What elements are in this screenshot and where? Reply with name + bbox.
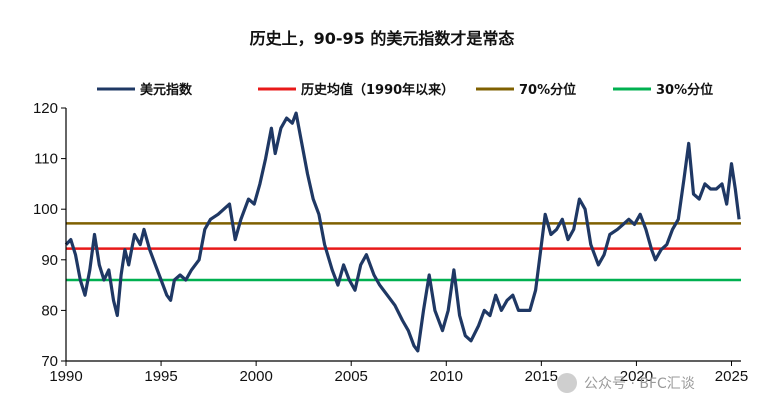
x-tick-label: 2020 xyxy=(620,368,653,385)
watermark-text: 公众号 · BFC汇谈 xyxy=(584,376,695,392)
x-tick-label: 2005 xyxy=(335,368,368,385)
y-tick-label: 70 xyxy=(41,353,58,370)
legend-label-0: 美元指数 xyxy=(140,82,193,98)
y-tick-label: 90 xyxy=(41,252,58,269)
line-series-dxy xyxy=(64,111,741,353)
legend-label-3: 30%分位 xyxy=(656,82,713,98)
watermark: 公众号 · BFC汇谈 xyxy=(557,373,695,393)
x-tick-label: 1995 xyxy=(144,368,177,385)
plot-area: 70 80 90 100 110 120 1990 1995 2000 2005 2010 2015 2… xyxy=(33,100,748,385)
wechat-icon xyxy=(557,373,577,393)
y-tick-label: 110 xyxy=(34,151,58,168)
legend-label-1: 历史均值（1990年以来） xyxy=(301,82,454,98)
chart-title: 历史上，90-95 的美元指数才是常态 xyxy=(250,29,515,48)
x-tick-label: 1990 xyxy=(49,368,82,385)
y-tick-label: 100 xyxy=(33,201,58,218)
x-tick-label: 2010 xyxy=(430,368,463,385)
y-tick-label: 120 xyxy=(33,100,58,117)
x-tick-label: 2015 xyxy=(525,368,558,385)
x-tick-label: 2000 xyxy=(239,368,272,385)
legend: 美元指数 历史均值（1990年以来） 70%分位 30%分位 xyxy=(97,82,713,98)
x-tick-label: 2025 xyxy=(715,368,748,385)
y-tick-label: 80 xyxy=(41,302,58,319)
legend-label-2: 70%分位 xyxy=(519,82,576,98)
